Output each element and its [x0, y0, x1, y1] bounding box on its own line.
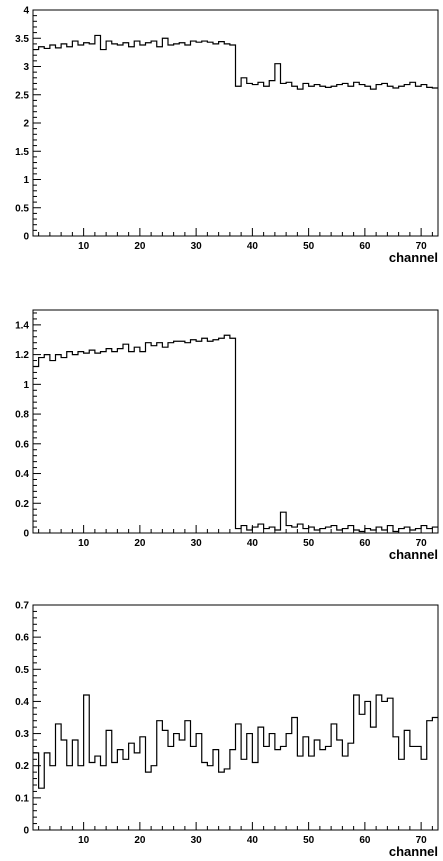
- histogram-line-series-1: [33, 694, 438, 789]
- x-tick-label: 30: [191, 835, 203, 846]
- x-tick-label: 10: [78, 835, 90, 846]
- histogram-line-series-1: [33, 34, 438, 90]
- x-tick-label: 40: [247, 538, 259, 549]
- x-tick-label: 20: [134, 835, 146, 846]
- y-tick-label: 0.2: [15, 761, 29, 772]
- y-tick-label: 0.8: [15, 410, 29, 421]
- x-tick-label: 60: [359, 835, 371, 846]
- y-tick-label: 0.3: [15, 729, 29, 740]
- y-tick-label: 1: [23, 175, 29, 186]
- chart-panel-1: 10 20 30 40 50 60 70 0 0.5 1 1.5 2 2.5 3 3.5 4 channel: [15, 6, 439, 265]
- y-tick-label: 0.4: [15, 697, 29, 708]
- x-axis-title: channel: [389, 844, 438, 859]
- x-tick-label: 70: [416, 835, 428, 846]
- x-tick-label: 50: [303, 241, 315, 252]
- y-tick-label: 2.5: [15, 90, 29, 101]
- x-tick-label: 70: [416, 241, 428, 252]
- x-tick-label: 60: [359, 241, 371, 252]
- y-tick-label: 0.5: [15, 203, 29, 214]
- y-tick-label: 3.5: [15, 34, 29, 45]
- y-tick-label: 4: [23, 6, 29, 17]
- y-tick-label: 0.6: [15, 633, 29, 644]
- y-tick-label: 1.4: [15, 320, 29, 331]
- plot-frame: [32, 309, 439, 534]
- x-tick-label: 50: [303, 538, 315, 549]
- x-tick-label: 30: [191, 538, 203, 549]
- x-tick-label: 30: [191, 241, 203, 252]
- y-tick-label: 0: [23, 826, 29, 837]
- x-tick-label: 20: [134, 241, 146, 252]
- y-tick-label: 0.4: [15, 469, 29, 480]
- x-tick-label: 10: [78, 538, 90, 549]
- y-tick-label: 0.7: [15, 601, 29, 612]
- x-tick-label: 40: [247, 835, 259, 846]
- y-tick-label: 1: [23, 380, 29, 391]
- y-tick-label: 0.6: [15, 439, 29, 450]
- y-tick-label: 2: [23, 119, 29, 130]
- x-tick-label: 50: [303, 835, 315, 846]
- x-axis-title: channel: [389, 547, 438, 562]
- x-tick-label: 10: [78, 241, 90, 252]
- y-tick-label: 1.5: [15, 147, 29, 158]
- y-tick-label: 0.1: [15, 793, 29, 804]
- y-tick-label: 0.2: [15, 499, 29, 510]
- plot-frame: [32, 604, 439, 831]
- x-tick-label: 60: [359, 538, 371, 549]
- y-tick-label: 1.2: [15, 350, 29, 361]
- y-tick-label: 0.5: [15, 665, 29, 676]
- y-tick-label: 0: [23, 529, 29, 540]
- x-tick-label: 40: [247, 241, 259, 252]
- x-axis-title: channel: [389, 250, 438, 265]
- chart-panel-2: 10 20 30 40 50 60 70 0 0.2 0.4 0.6 0.8 1 1.2 1.4 channe…: [15, 309, 439, 562]
- x-tick-label: 70: [416, 538, 428, 549]
- y-tick-label: 3: [23, 62, 29, 73]
- x-tick-label: 20: [134, 538, 146, 549]
- chart-panel-3: 10 20 30 40 50 60 70 0 0.1 0.2 0.3 0.4 0.5 0.6 0.7 chan…: [15, 601, 439, 859]
- y-tick-label: 0: [23, 232, 29, 243]
- histogram-line-series-1: [33, 334, 438, 533]
